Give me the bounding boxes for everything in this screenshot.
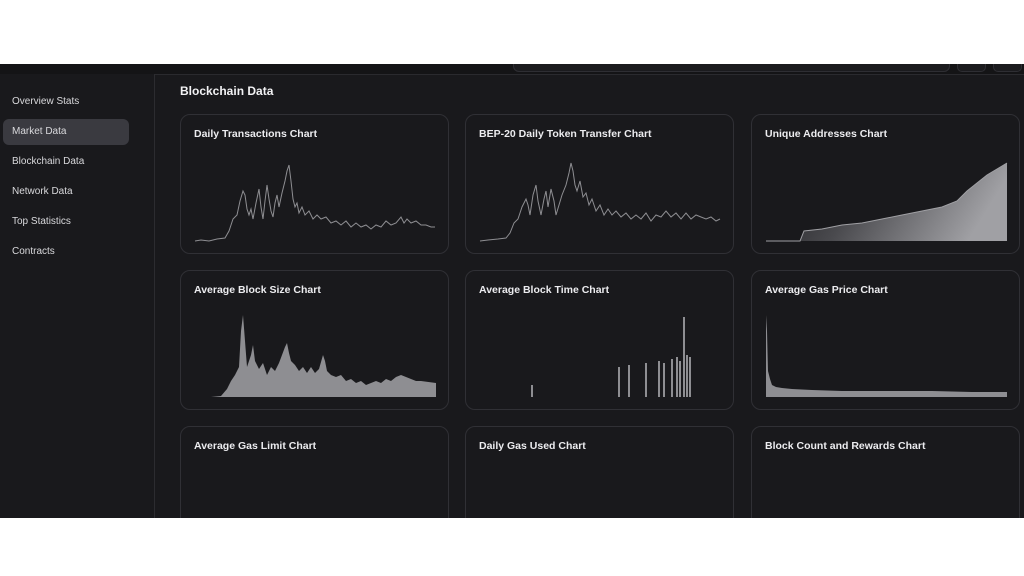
card-title: Unique Addresses Chart — [765, 128, 888, 140]
chart-area-fill — [766, 315, 1007, 397]
chart-card-bep20-transfers[interactable]: BEP-20 Daily Token Transfer Chart — [465, 114, 734, 254]
chart-card-daily-transactions[interactable]: Daily Transactions Chart — [180, 114, 449, 254]
chart-bars-group — [531, 317, 691, 397]
chart-sparkline — [194, 164, 435, 242]
chart-bar — [663, 363, 665, 397]
header-button[interactable] — [957, 64, 986, 72]
chart-card-average-gas-limit[interactable]: Average Gas Limit Chart — [180, 426, 449, 518]
card-title: Average Gas Limit Chart — [194, 440, 317, 452]
chart-bars — [531, 317, 691, 397]
card-title: Average Block Size Chart — [194, 284, 321, 296]
chart-bar — [689, 357, 691, 397]
card-title: Average Gas Price Chart — [765, 284, 888, 296]
chart-line — [766, 162, 1008, 242]
chart-bar — [683, 317, 685, 397]
chart-area — [766, 315, 1007, 397]
sidebar-item-market-data[interactable]: Market Data — [3, 119, 129, 145]
chart-bar — [618, 367, 620, 397]
sidebar-item-overview-stats[interactable]: Overview Stats — [12, 96, 80, 107]
chart-bar — [658, 361, 660, 397]
chart-bar — [645, 363, 647, 397]
chart-step-area — [181, 427, 449, 518]
chart-area — [195, 315, 436, 397]
card-title: Block Count and Rewards Chart — [765, 440, 926, 452]
card-title: Daily Gas Used Chart — [479, 440, 586, 452]
header-button[interactable] — [993, 64, 1022, 72]
chart-area — [766, 162, 1008, 242]
sidebar-item-blockchain-data[interactable]: Blockchain Data — [12, 156, 85, 167]
chart-area — [466, 427, 734, 518]
page-title: Blockchain Data — [180, 84, 274, 98]
chart-bar — [628, 365, 630, 397]
sidebar-item-top-statistics[interactable]: Top Statistics — [12, 216, 71, 227]
chart-area-fill — [766, 163, 1007, 241]
chart-area-fill — [195, 315, 436, 397]
card-title: Daily Transactions Chart — [194, 128, 318, 140]
card-title: BEP-20 Daily Token Transfer Chart — [479, 128, 652, 140]
chart-sparkline — [479, 162, 721, 242]
chart-card-average-block-size[interactable]: Average Block Size Chart — [180, 270, 449, 410]
chart-bar — [686, 355, 688, 397]
chart-bar — [679, 361, 681, 397]
card-title: Average Block Time Chart — [479, 284, 610, 296]
app-window: Overview Stats Market Data Blockchain Da… — [0, 64, 1024, 518]
chart-area — [752, 427, 1020, 518]
sidebar-item-contracts[interactable]: Contracts — [12, 246, 55, 257]
chart-card-daily-gas-used[interactable]: Daily Gas Used Chart — [465, 426, 734, 518]
chart-card-average-gas-price[interactable]: Average Gas Price Chart — [751, 270, 1020, 410]
chart-bar — [531, 385, 533, 397]
top-bar — [0, 64, 1024, 75]
sidebar: Overview Stats Market Data Blockchain Da… — [0, 74, 155, 518]
search-box[interactable] — [513, 64, 950, 72]
chart-line — [479, 162, 721, 242]
sidebar-item-network-data[interactable]: Network Data — [12, 186, 73, 197]
chart-card-unique-addresses[interactable]: Unique Addresses Chart — [751, 114, 1020, 254]
chart-bar — [676, 357, 678, 397]
chart-bar — [671, 359, 673, 397]
chart-card-average-block-time[interactable]: Average Block Time Chart — [465, 270, 734, 410]
chart-card-block-count-rewards[interactable]: Block Count and Rewards Chart — [751, 426, 1020, 518]
chart-line — [194, 164, 435, 242]
